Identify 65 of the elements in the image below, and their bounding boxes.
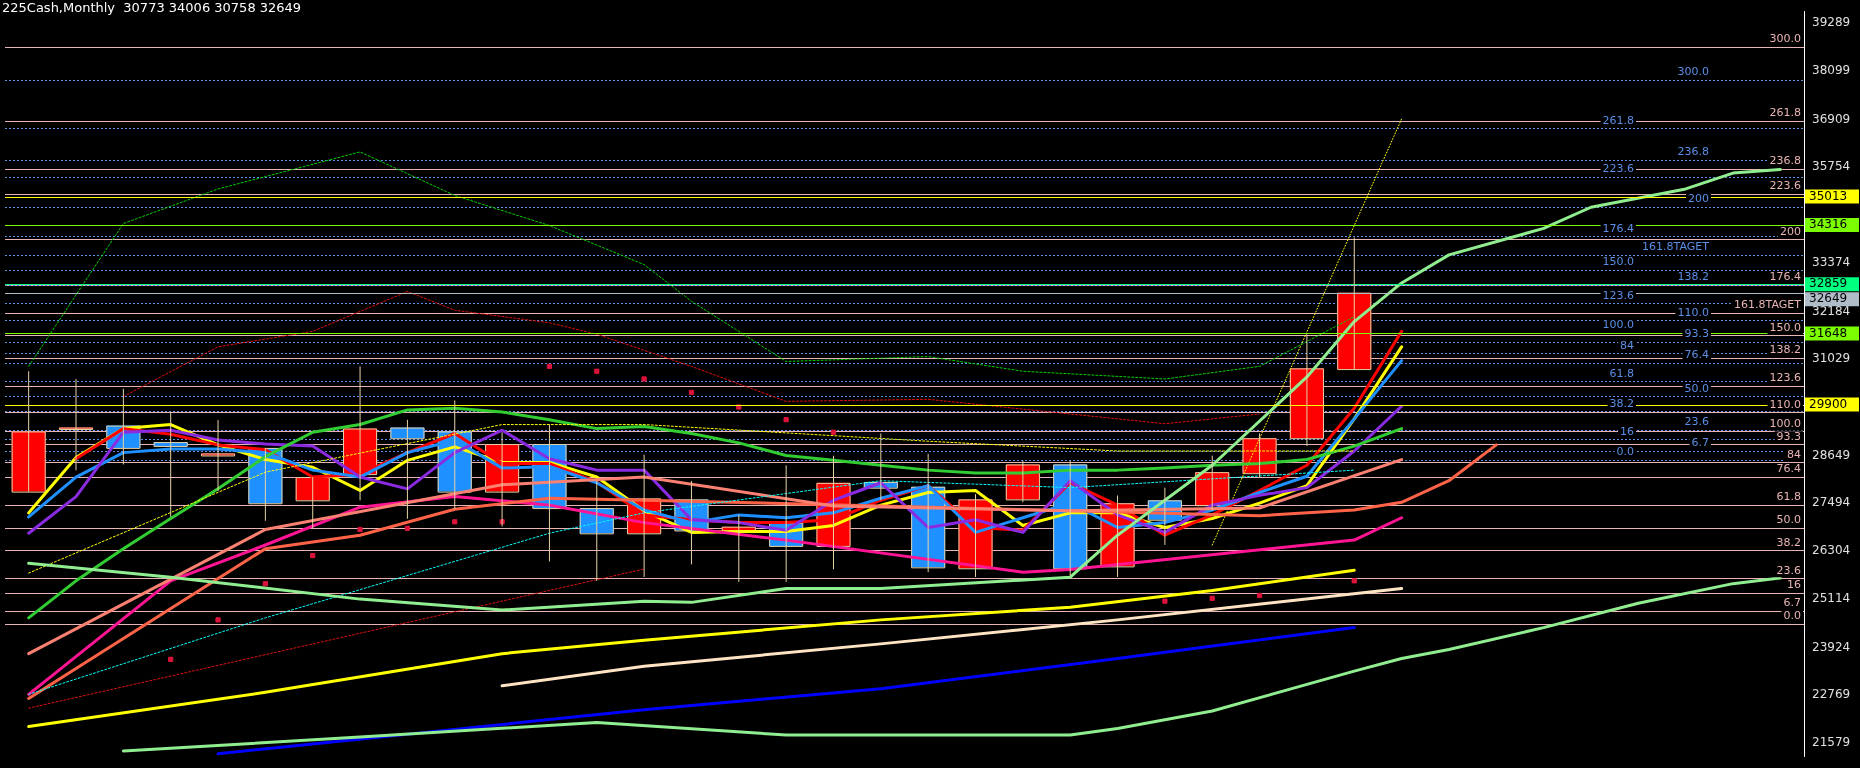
y-tick-label: 31029 [1812, 350, 1851, 365]
annotation: 236.8 [1769, 153, 1801, 167]
annotation: 200 [1780, 224, 1801, 238]
annotation: 110.0 [1677, 305, 1709, 319]
annotation: 176.4 [1769, 269, 1801, 283]
annotation: 261.8 [1769, 105, 1801, 119]
y-tick-label: 26304 [1812, 543, 1851, 558]
annotation: 23.6 [1684, 415, 1709, 429]
ref-line-label: 32859 [1809, 276, 1848, 291]
annotation: 6.7 [1783, 596, 1801, 610]
annotation: 16 [1620, 424, 1634, 438]
annotation: 84 [1787, 447, 1801, 461]
annotation: 6.7 [1691, 436, 1709, 450]
annotation: 161.8TAGET [1734, 298, 1802, 312]
annotation: 38.2 [1776, 535, 1801, 549]
ref-line-label: 34316 [1809, 217, 1848, 232]
annotation: 236.8 [1677, 145, 1709, 159]
annotation: 300.0 [1677, 65, 1709, 79]
annotation: 123.6 [1769, 371, 1801, 385]
y-tick-label: 38099 [1812, 63, 1851, 78]
annotation: 150.0 [1602, 255, 1634, 269]
y-tick-label: 28649 [1812, 447, 1851, 462]
annotation: 61.8 [1609, 366, 1634, 380]
y-tick-label: 25114 [1812, 591, 1851, 606]
annotation: 93.3 [1684, 326, 1709, 340]
y-tick-label: 22769 [1812, 686, 1851, 701]
annotation: 61.8 [1776, 490, 1801, 504]
y-tick-label: 35754 [1812, 158, 1851, 173]
annotation: 76.4 [1684, 348, 1709, 362]
annotation: 16 [1787, 578, 1801, 592]
annotation: 100.0 [1602, 318, 1634, 332]
annotation: 50.0 [1684, 381, 1709, 395]
annotation: 23.6 [1776, 563, 1801, 577]
annotation: 138.2 [1677, 270, 1709, 284]
annotation: 50.0 [1776, 512, 1801, 526]
y-tick-label: 39289 [1812, 14, 1851, 29]
y-tick-label: 23924 [1812, 639, 1851, 654]
annotation: 200 [1688, 191, 1709, 205]
y-tick-label: 36909 [1812, 111, 1851, 126]
annotation: 161.8TAGET [1642, 240, 1710, 254]
ref-line-label: 29900 [1809, 396, 1848, 411]
annotation: 300.0 [1769, 32, 1801, 46]
chart-title: 225Cash,Monthly 30773 34006 30758 32649 [2, 0, 302, 15]
ref-line-label: 35013 [1809, 188, 1848, 203]
annotation: 223.6 [1769, 179, 1801, 193]
annotation: 0.0 [1783, 608, 1801, 622]
annotation: 76.4 [1776, 462, 1801, 476]
y-tick-label: 21579 [1812, 735, 1851, 750]
annotation: 138.2 [1769, 343, 1801, 357]
y-tick-label: 27494 [1812, 494, 1851, 509]
annotation: 84 [1620, 338, 1634, 352]
y-tick-label: 33374 [1812, 255, 1851, 270]
y-tick-label: 32184 [1812, 303, 1851, 318]
annotation: 100.0 [1769, 416, 1801, 430]
ref-line-label: 32649 [1809, 291, 1848, 306]
annotation: 150.0 [1769, 320, 1801, 334]
annotation: 38.2 [1609, 396, 1634, 410]
annotation: 93.3 [1776, 429, 1801, 443]
annotation: 123.6 [1602, 288, 1634, 302]
annotation: 223.6 [1602, 162, 1634, 176]
annotation: 0.0 [1616, 444, 1634, 458]
annotation: 110.0 [1769, 397, 1801, 411]
annotation: 176.4 [1602, 221, 1634, 235]
annotation: 261.8 [1602, 113, 1634, 127]
ref-line-label: 31648 [1809, 325, 1848, 340]
